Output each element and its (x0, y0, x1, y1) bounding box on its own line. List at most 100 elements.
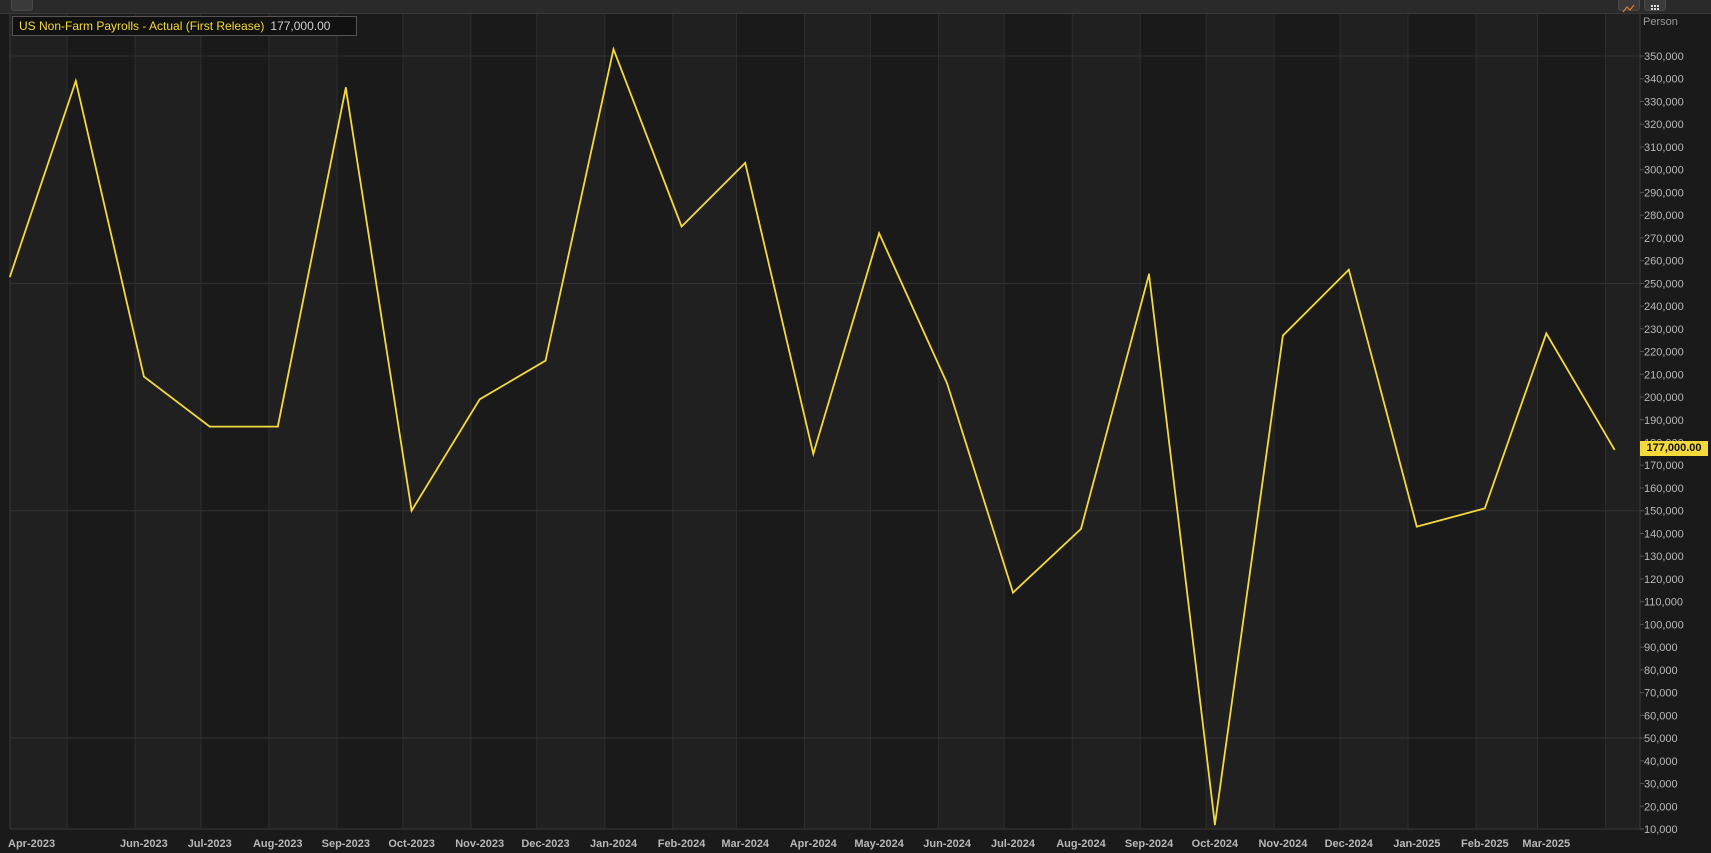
y-tick-label: 110,000 (1644, 597, 1683, 609)
y-tick-label: 40,000 (1644, 756, 1678, 768)
grid-menu-icon[interactable] (1644, 0, 1666, 11)
data-point (74, 80, 77, 82)
y-tick-label: 290,000 (1644, 187, 1684, 199)
y-tick-label: 240,000 (1644, 301, 1684, 313)
x-tick-label: Jul-2023 (188, 838, 232, 850)
y-tick-label: 250,000 (1644, 278, 1684, 290)
x-tick-label: Mar-2024 (721, 838, 770, 850)
y-tick-label: 140,000 (1644, 528, 1684, 540)
data-point (812, 453, 815, 455)
x-tick-label: Apr-2024 (790, 838, 838, 850)
x-tick-label: Jan-2024 (590, 838, 638, 850)
x-tick-label: Feb-2024 (658, 838, 707, 850)
data-point (9, 275, 11, 278)
data-point (1483, 507, 1486, 510)
data-point (1148, 273, 1150, 276)
data-point (744, 162, 747, 164)
data-point (208, 425, 211, 428)
x-tick-label: Aug-2023 (253, 838, 303, 850)
month-band (268, 14, 338, 829)
last-value-tag: 177,000.00 (1640, 441, 1708, 456)
month-band (804, 14, 871, 829)
month-band (402, 14, 471, 829)
y-tick-label: 300,000 (1644, 165, 1684, 177)
data-point (410, 509, 413, 512)
data-point (344, 86, 347, 89)
y-tick-label: 310,000 (1644, 142, 1684, 154)
month-band (672, 14, 737, 829)
data-point (878, 232, 880, 235)
y-tick-label: 80,000 (1644, 665, 1678, 677)
x-tick-label: Oct-2024 (1192, 838, 1239, 850)
y-tick-label: 120,000 (1644, 574, 1684, 586)
y-tick-label: 210,000 (1644, 369, 1684, 381)
expand-icon[interactable] (11, 0, 33, 11)
y-tick-label: 260,000 (1644, 256, 1684, 268)
y-tick-label: 170,000 (1644, 460, 1684, 472)
x-tick-label: Oct-2023 (388, 838, 434, 850)
y-tick-label: 190,000 (1644, 415, 1684, 427)
data-point (1415, 525, 1418, 528)
month-band (1206, 14, 1275, 829)
x-tick-label: Mar-2025 (1522, 838, 1570, 850)
data-point (680, 225, 683, 228)
x-tick-label: Aug-2024 (1056, 838, 1106, 850)
x-tick-label: May-2024 (854, 838, 904, 850)
y-tick-label: 270,000 (1644, 233, 1684, 245)
x-tick-label: Feb-2025 (1461, 838, 1509, 850)
top-toolbar (0, 0, 1711, 14)
y-tick-label: 330,000 (1644, 96, 1684, 108)
y-tick-label: 280,000 (1644, 210, 1684, 222)
data-point (544, 359, 547, 362)
x-tick-label: Apr-2023 (8, 838, 55, 850)
x-tick-label: Jul-2024 (991, 838, 1036, 850)
y-tick-label: 220,000 (1644, 347, 1684, 359)
y-tick-label: 130,000 (1644, 551, 1684, 563)
y-tick-label: 320,000 (1644, 119, 1684, 131)
y-tick-label: 160,000 (1644, 483, 1684, 495)
x-tick-label: Dec-2023 (521, 838, 569, 850)
y-tick-label: 50,000 (1644, 733, 1678, 745)
data-point (276, 425, 279, 428)
y-tick-label: 10,000 (1644, 824, 1678, 836)
chart-type-icon[interactable] (1618, 0, 1640, 13)
y-tick-label: 230,000 (1644, 324, 1684, 336)
month-band (1072, 14, 1141, 829)
legend-series-name: US Non-Farm Payrolls - Actual (First Rel… (19, 19, 265, 33)
y-tick-label: 100,000 (1644, 619, 1684, 631)
month-band (1605, 14, 1640, 829)
month-band (1339, 14, 1409, 829)
y-axis-unit-label: Person (1643, 16, 1678, 28)
data-point (478, 398, 481, 401)
x-tick-label: Nov-2024 (1258, 838, 1308, 850)
month-band (10, 14, 68, 829)
x-tick-label: Dec-2024 (1325, 838, 1374, 850)
data-point (612, 48, 615, 51)
month-band (536, 14, 605, 829)
chart-legend[interactable]: US Non-Farm Payrolls - Actual (First Rel… (12, 16, 357, 36)
y-tick-label: 60,000 (1644, 710, 1678, 722)
y-tick-label: 150,000 (1644, 506, 1684, 518)
data-point (1613, 448, 1616, 451)
x-tick-label: Sep-2024 (1125, 838, 1174, 850)
data-point (1282, 334, 1284, 337)
x-tick-label: Nov-2023 (455, 838, 504, 850)
data-point (1545, 332, 1548, 335)
month-band (1476, 14, 1538, 829)
data-point (143, 375, 145, 378)
x-tick-label: Sep-2023 (322, 838, 370, 850)
y-tick-label: 70,000 (1644, 688, 1678, 700)
y-tick-label: 30,000 (1644, 779, 1678, 791)
data-point (946, 382, 948, 385)
data-point (1214, 823, 1216, 826)
x-tick-label: Jan-2025 (1393, 838, 1440, 850)
month-band (938, 14, 1005, 829)
x-tick-label: Jun-2023 (120, 838, 168, 850)
month-band (135, 14, 201, 829)
data-point (1012, 591, 1014, 594)
y-tick-label: 90,000 (1644, 642, 1678, 654)
x-tick-label: Jun-2024 (923, 838, 972, 850)
y-tick-label: 200,000 (1644, 392, 1684, 404)
data-point (1080, 528, 1082, 530)
